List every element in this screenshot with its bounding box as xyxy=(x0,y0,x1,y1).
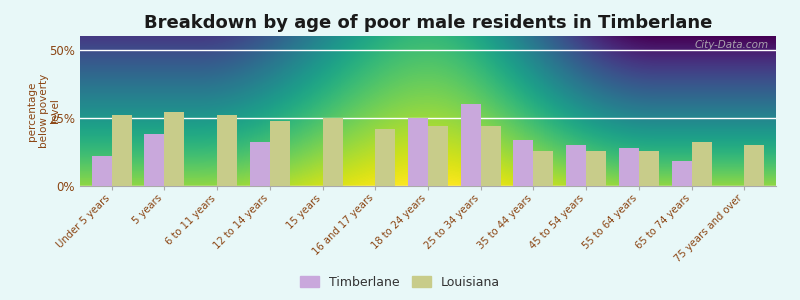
Bar xyxy=(619,148,639,186)
Bar xyxy=(639,151,659,186)
Bar xyxy=(744,145,765,186)
Bar xyxy=(144,134,164,186)
Bar xyxy=(164,112,184,186)
Bar xyxy=(270,121,290,186)
Bar xyxy=(692,142,712,186)
Bar xyxy=(250,142,270,186)
Bar xyxy=(534,151,554,186)
Title: Breakdown by age of poor male residents in Timberlane: Breakdown by age of poor male residents … xyxy=(144,14,712,32)
Bar xyxy=(408,118,428,186)
Bar xyxy=(428,126,448,186)
Bar xyxy=(461,104,481,186)
Bar xyxy=(514,140,534,186)
Bar xyxy=(322,118,342,186)
Bar xyxy=(217,115,237,186)
Y-axis label: percentage
below poverty
level: percentage below poverty level xyxy=(27,74,60,148)
Bar xyxy=(375,129,395,186)
Bar xyxy=(672,161,692,186)
Bar xyxy=(481,126,501,186)
Text: City-Data.com: City-Data.com xyxy=(695,40,769,50)
Bar xyxy=(112,115,132,186)
Bar xyxy=(586,151,606,186)
Bar xyxy=(92,156,112,186)
Legend: Timberlane, Louisiana: Timberlane, Louisiana xyxy=(295,271,505,294)
Bar xyxy=(566,145,586,186)
